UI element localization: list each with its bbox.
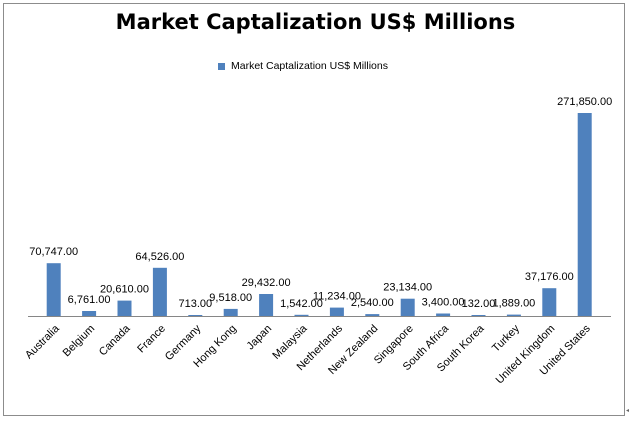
x-tick-label: Canada [97, 322, 133, 358]
resize-handle-icon: ◂ [626, 407, 630, 414]
chart-title: Market Captalization US$ Millions [115, 10, 516, 34]
bar-united-states [577, 113, 592, 316]
data-label: 37,176.00 [525, 271, 574, 283]
bar-australia [46, 263, 61, 316]
bar-france [152, 267, 167, 316]
x-tick-label: France [135, 323, 168, 356]
data-label: 29,432.00 [242, 277, 291, 289]
chart-area [3, 3, 625, 416]
data-label: 70,747.00 [29, 246, 78, 258]
bar-germany [188, 315, 203, 316]
bar-turkey [506, 314, 521, 316]
bar-belgium [82, 311, 97, 316]
bar-japan [259, 294, 274, 316]
x-tick-label: Belgium [61, 323, 98, 360]
data-label: 1,889.00 [492, 298, 535, 310]
data-label: 1,542.00 [280, 298, 323, 310]
legend: Market Captalization US$ Millions [218, 59, 388, 73]
data-label: 2,540.00 [351, 297, 394, 309]
data-label: 3,400.00 [422, 297, 465, 309]
bar-singapore [400, 298, 415, 316]
x-tick-label: Australia [23, 322, 62, 361]
data-label: 9,518.00 [209, 292, 252, 304]
data-label: 23,134.00 [383, 282, 432, 294]
data-label: 20,610.00 [100, 284, 149, 296]
bar-hong-kong [223, 308, 238, 316]
legend-label: Market Captalization US$ Millions [231, 60, 388, 72]
bar-malaysia [294, 314, 309, 316]
data-label: 271,850.00 [557, 96, 612, 108]
data-label: 6,761.00 [68, 294, 111, 306]
data-label: 132.00 [462, 298, 496, 310]
x-tick-label: Japan [245, 323, 275, 353]
bar-netherlands [329, 307, 344, 316]
bar-new-zealand [365, 314, 380, 316]
data-label: 11,234.00 [313, 291, 361, 303]
bar-canada [117, 300, 132, 316]
x-tick-label: Turkey [490, 322, 522, 354]
data-label: 64,526.00 [135, 251, 184, 263]
bar-south-korea [471, 315, 486, 316]
legend-swatch [218, 62, 225, 70]
bar-united-kingdom [542, 288, 557, 316]
data-label: 713.00 [178, 298, 212, 310]
bar-south-africa [436, 313, 451, 316]
